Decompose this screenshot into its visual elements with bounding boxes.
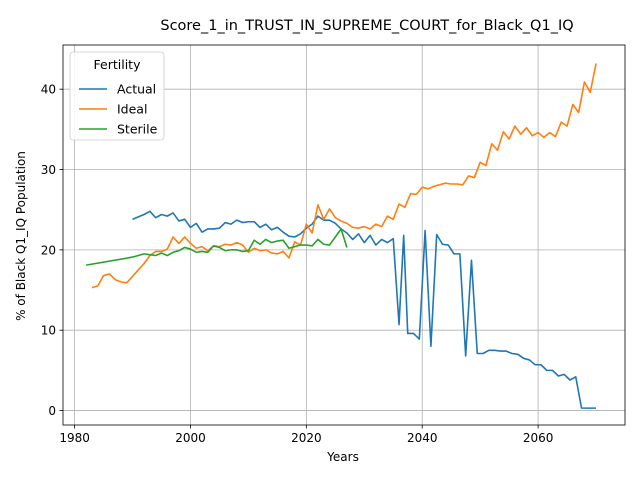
y-tick-label: 10: [41, 324, 56, 338]
series-lines: [86, 63, 597, 409]
y-tick-label: 20: [41, 243, 56, 257]
series-line-ideal: [91, 63, 597, 289]
y-tick-label: 40: [41, 83, 56, 97]
x-axis: 1980 2000 2020 2040 2060: [59, 425, 553, 445]
legend: Fertility Actual Ideal Sterile: [69, 51, 165, 141]
y-axis-label: % of Black Q1_IQ Population: [14, 151, 28, 321]
y-tick-label: 0: [48, 404, 56, 418]
x-tick-label: 1980: [59, 431, 90, 445]
x-tick-label: 2020: [291, 431, 322, 445]
series-line-sterile: [86, 228, 348, 266]
legend-label-sterile: Sterile: [117, 122, 158, 137]
legend-label-actual: Actual: [117, 82, 156, 97]
plot-frame: [62, 44, 626, 426]
chart-title: Score_1_in_TRUST_IN_SUPREME_COURT_for_Bl…: [160, 18, 573, 34]
x-tick-label: 2000: [175, 431, 206, 445]
legend-title: Fertility: [94, 57, 142, 72]
y-axis: 0 10 20 30 40: [41, 83, 63, 418]
legend-label-ideal: Ideal: [117, 102, 147, 117]
x-tick-label: 2040: [407, 431, 438, 445]
x-tick-label: 2060: [523, 431, 554, 445]
legend-box: [69, 51, 165, 141]
y-tick-label: 30: [41, 163, 56, 177]
x-axis-label: Years: [326, 450, 359, 464]
series-line-actual: [132, 210, 597, 409]
grid: [63, 45, 625, 425]
